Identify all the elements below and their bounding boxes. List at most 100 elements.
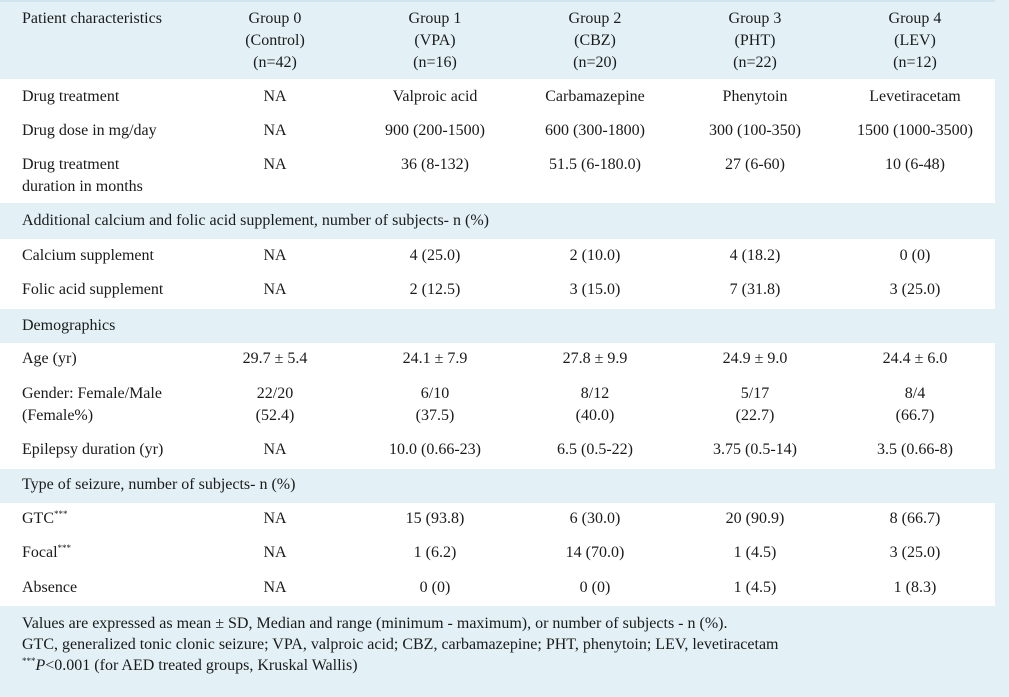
group-0-n: (n=42) [253, 54, 297, 71]
table-cell: 8/4 (66.7) [835, 383, 995, 427]
table-row: Age (yr) 29.7 ± 5.4 24.1 ± 7.9 27.8 ± 9.… [0, 348, 995, 370]
row-label: Absence [22, 579, 78, 596]
table-cell: NA [263, 156, 287, 173]
row-label: Drug treatment duration in months [22, 154, 242, 198]
table-row: Epilepsy duration (yr) NA 10.0 (0.66-23)… [0, 439, 995, 461]
table-cell: 51.5 (6-180.0) [549, 156, 641, 173]
row-label-line2: (Female%) [22, 407, 94, 424]
header-group-0: Group 0 (Control) (n=42) [195, 8, 355, 74]
group-0-abbr: (Control) [245, 32, 305, 49]
table-cell: 3.5 (0.66-8) [877, 441, 953, 458]
drug-block: Drug treatment NA Valproic acid Carbamaz… [0, 79, 995, 203]
table-cell: 300 (100-350) [709, 122, 801, 139]
table-cell: 6/10 (37.5) [355, 383, 515, 427]
row-label: Gender: Female/Male (Female%) [22, 383, 242, 427]
table-cell: 0 (0) [419, 579, 451, 596]
seizure-block: GTC*** NA 15 (93.8) 6 (30.0) 20 (90.9) 8… [0, 503, 995, 606]
table-cell: 8 (66.7) [889, 510, 941, 527]
table-row: Drug treatment duration in months NA 36 … [0, 154, 995, 198]
table-cell: 29.7 ± 5.4 [242, 350, 308, 367]
cell-line2: (52.4) [255, 407, 295, 424]
table-cell: 10.0 (0.66-23) [389, 441, 481, 458]
table-cell: NA [263, 88, 287, 105]
cell-line2: (40.0) [575, 407, 615, 424]
table-cell: 24.4 ± 6.0 [882, 350, 948, 367]
section-header-seizure: Type of seizure, number of subjects- n (… [0, 469, 995, 503]
footnote-values: Values are expressed as mean ± SD, Media… [22, 615, 728, 632]
table-row: Calcium supplement NA 4 (25.0) 2 (10.0) … [0, 245, 995, 267]
section-header-demographics: Demographics [0, 309, 995, 343]
table-row: Absence NA 0 (0) 0 (0) 1 (4.5) 1 (8.3) [0, 577, 995, 599]
row-label: GTC*** [22, 508, 242, 530]
table-cell: NA [263, 579, 287, 596]
table-row: Focal*** NA 1 (6.2) 14 (70.0) 1 (4.5) 3 … [0, 542, 995, 564]
table-header-row: Patient characteristics Group 0 (Control… [0, 8, 995, 74]
table-cell: Carbamazepine [545, 88, 645, 105]
table-cell: 0 (0) [579, 579, 611, 596]
table-cell: 1 (4.5) [733, 579, 777, 596]
table-cell: 4 (25.0) [409, 247, 461, 264]
table-cell: Levetiracetam [869, 88, 961, 105]
table-cell: NA [263, 544, 287, 561]
table-cell: 22/20 (52.4) [195, 383, 355, 427]
row-label: Folic acid supplement [22, 281, 164, 298]
table-cell: 27.8 ± 9.9 [562, 350, 628, 367]
footnote-significance: ***P<0.001 (for AED treated groups, Krus… [22, 655, 779, 676]
table-cell: 6 (30.0) [569, 510, 621, 527]
cell-line1: 8/12 [580, 385, 610, 402]
table-cell: 24.9 ± 9.0 [722, 350, 788, 367]
table-cell: 3 (25.0) [889, 281, 941, 298]
table-cell: 3 (15.0) [569, 281, 621, 298]
table-cell: 24.1 ± 7.9 [402, 350, 468, 367]
group-2-name: Group 2 [568, 10, 622, 27]
table-cell: 20 (90.9) [725, 510, 785, 527]
row-label: Focal*** [22, 542, 242, 564]
table-cell: 10 (6-48) [885, 156, 945, 173]
table-cell: 4 (18.2) [729, 247, 781, 264]
row-label: Age (yr) [22, 350, 77, 367]
table-cell: 8/12 (40.0) [515, 383, 675, 427]
section-header-supplement: Additional calcium and folic acid supple… [0, 203, 995, 239]
significance-marker: *** [22, 656, 36, 666]
header-group-2: Group 2 (CBZ) (n=20) [515, 8, 675, 74]
group-1-n: (n=16) [413, 54, 457, 71]
section-title: Additional calcium and folic acid supple… [22, 212, 489, 229]
table-cell: 6.5 (0.5-22) [557, 441, 633, 458]
row-label: Epilepsy duration (yr) [22, 441, 164, 458]
group-1-abbr: (VPA) [414, 32, 456, 49]
table-cell: 1 (8.3) [893, 579, 937, 596]
significance-marker: *** [54, 509, 68, 519]
group-4-abbr: (LEV) [894, 32, 936, 49]
cell-line2: (37.5) [415, 407, 455, 424]
table-cell: 2 (10.0) [569, 247, 621, 264]
group-3-name: Group 3 [728, 10, 782, 27]
group-2-abbr: (CBZ) [574, 32, 616, 49]
group-1-name: Group 1 [408, 10, 462, 27]
table-cell: 1 (6.2) [413, 544, 457, 561]
cell-line1: 22/20 [256, 385, 294, 402]
group-2-n: (n=20) [573, 54, 617, 71]
row-label: Calcium supplement [22, 247, 154, 264]
cell-line2: (22.7) [735, 407, 775, 424]
row-label-line2: duration in months [22, 178, 143, 195]
table-cell: 7 (31.8) [729, 281, 781, 298]
table-cell: 1500 (1000-3500) [857, 122, 973, 139]
cell-line1: 5/17 [740, 385, 770, 402]
row-label-text: Focal [22, 544, 58, 561]
cell-line2: (66.7) [895, 407, 935, 424]
table-row: Drug dose in mg/day NA 900 (200-1500) 60… [0, 120, 995, 142]
table-row: Gender: Female/Male (Female%) 22/20 (52.… [0, 383, 995, 427]
table-cell: NA [263, 122, 287, 139]
table-cell: Phenytoin [722, 88, 788, 105]
table-cell: Valproic acid [392, 88, 478, 105]
table-cell: 15 (93.8) [405, 510, 465, 527]
table-cell: NA [263, 441, 287, 458]
row-label-line1: Drug treatment [22, 156, 120, 173]
supplement-block: Calcium supplement NA 4 (25.0) 2 (10.0) … [0, 239, 995, 309]
group-0-name: Group 0 [248, 10, 302, 27]
header-group-4: Group 4 (LEV) (n=12) [835, 8, 995, 74]
table-cell: 0 (0) [899, 247, 931, 264]
section-title: Type of seizure, number of subjects- n (… [22, 476, 296, 493]
table-cell: 2 (12.5) [409, 281, 461, 298]
